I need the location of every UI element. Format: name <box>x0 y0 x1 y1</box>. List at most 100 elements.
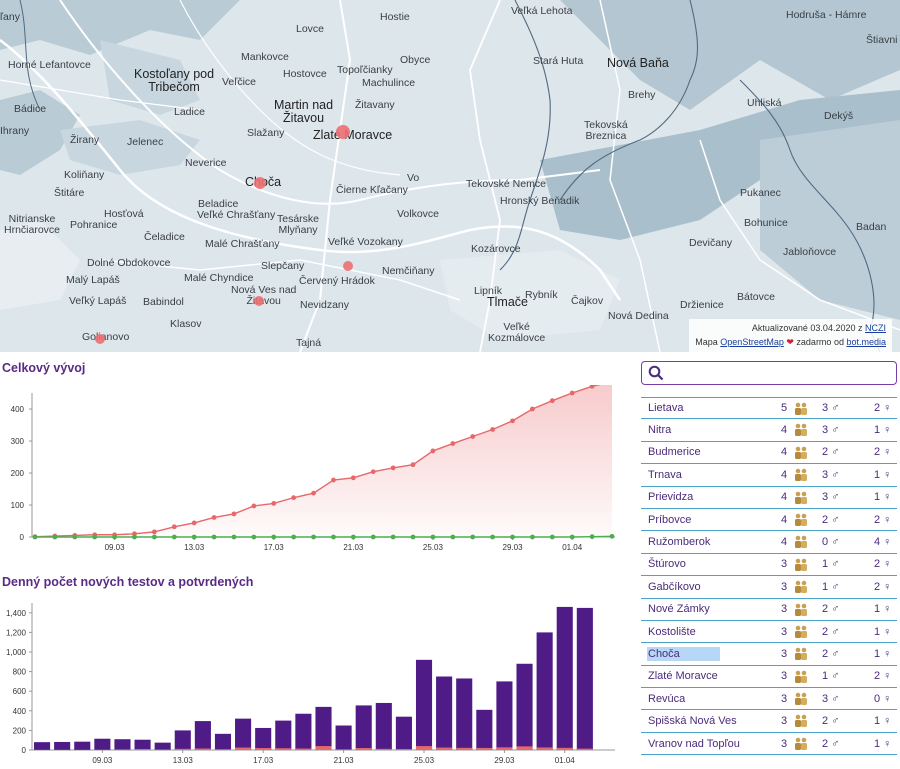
map-place-label: Neverice <box>185 157 227 169</box>
female-count: 2 ♀ <box>874 670 892 683</box>
data-point <box>450 441 456 446</box>
town-name: Vranov nad Topľou <box>648 737 740 750</box>
x-tick-label: 25.03 <box>423 543 444 552</box>
total-count: 3 <box>781 580 788 593</box>
list-item[interactable]: Ružomberok 4 0 ♂ 4 ♀ <box>641 531 897 554</box>
list-item[interactable]: Budmerice 4 2 ♂ 2 ♀ <box>641 442 897 465</box>
x-tick-label: 21.03 <box>343 543 364 552</box>
bot-media-link[interactable]: bot.media <box>846 336 886 347</box>
list-item[interactable]: Trnava 4 3 ♂ 1 ♀ <box>641 464 897 487</box>
map-attribution: Aktualizované 03.04.2020 z NCZI Mapa Ope… <box>689 319 892 352</box>
confirmed-bar <box>556 747 573 750</box>
map-place-label: Slepčany <box>261 260 305 272</box>
list-item[interactable]: Lietava 5 3 ♂ 2 ♀ <box>641 397 897 420</box>
map-place-label: Štitáre <box>54 187 85 199</box>
y-tick-label: 200 <box>11 469 25 478</box>
data-point <box>251 534 257 540</box>
tests-bar <box>54 741 71 750</box>
list-item[interactable]: Choča 3 2 ♂ 1 ♀ <box>641 643 897 666</box>
map-place-label: Dolné Obdokovce <box>87 257 171 269</box>
confirmed-bar <box>174 748 191 750</box>
confirmed-bar <box>496 747 513 750</box>
osm-link[interactable]: OpenStreetMap <box>720 336 784 347</box>
data-point <box>92 534 98 540</box>
list-item[interactable]: Nitra 4 3 ♂ 1 ♀ <box>641 419 897 442</box>
family-icon <box>795 424 807 437</box>
map-place-label: Tekovské Nemce <box>466 178 546 190</box>
y-tick-label: 200 <box>13 726 27 735</box>
y-tick-label: 1,400 <box>6 609 27 618</box>
tests-bar <box>355 705 372 750</box>
list-item[interactable]: Gabčíkovo 3 1 ♂ 2 ♀ <box>641 576 897 599</box>
chart1-title: Celkový vývoj <box>2 361 86 375</box>
nczi-link[interactable]: NCZI <box>865 323 886 333</box>
map-place-label: Kozárovce <box>471 243 521 255</box>
map-place-label: Rybník <box>525 289 558 301</box>
male-count: 2 ♂ <box>822 603 840 616</box>
data-point <box>589 385 595 389</box>
list-item[interactable]: Nové Zámky 3 2 ♂ 1 ♀ <box>641 599 897 621</box>
map-place-label: Stará Huta <box>533 55 584 67</box>
map-place-label: Devičany <box>689 237 733 249</box>
data-point <box>271 534 277 540</box>
data-point <box>151 534 157 540</box>
case-marker[interactable] <box>254 296 264 306</box>
case-marker[interactable] <box>254 177 266 189</box>
map-place-label: Golianovo <box>82 331 130 343</box>
list-item[interactable]: Zlaté Moravce 3 1 ♂ 2 ♀ <box>641 666 897 689</box>
total-count: 3 <box>781 692 788 705</box>
map-place-label: Veľké Kozmálovce <box>488 321 546 345</box>
family-icon <box>795 647 807 661</box>
x-tick-label: 13.03 <box>184 543 205 552</box>
family-icon <box>795 446 807 459</box>
female-count: 2 ♀ <box>874 446 892 459</box>
map-place-label: Malý Lapáš <box>66 274 120 286</box>
case-marker[interactable] <box>343 261 353 271</box>
list-item[interactable]: Štúrovo 3 1 ♂ 2 ♀ <box>641 554 897 577</box>
chart2-title: Denný počet nových testov a potvrdených <box>2 575 254 589</box>
town-list: Lietava 5 3 ♂ 2 ♀ Nitra 4 3 ♂ 1 ♀ Budmerice 4 2 ♂ 2… <box>641 397 897 756</box>
y-tick-label: 400 <box>13 707 27 716</box>
y-tick-label: 100 <box>11 501 25 510</box>
map-place-label: Držienice <box>680 299 724 311</box>
map-place-label: Malé Chyndice <box>184 272 254 284</box>
tests-bar <box>415 659 433 750</box>
total-count: 4 <box>781 513 788 526</box>
tests-bar <box>436 676 453 750</box>
case-marker[interactable] <box>95 334 105 344</box>
data-point <box>430 448 436 454</box>
confirmed-bar <box>335 749 352 750</box>
list-item[interactable]: Prievidza 4 3 ♂ 1 ♀ <box>641 487 897 509</box>
male-count: 2 ♂ <box>822 513 840 526</box>
tests-bar <box>94 738 111 750</box>
search-field[interactable] <box>641 361 897 385</box>
list-item[interactable]: Vranov nad Topľou 3 2 ♂ 1 ♀ <box>641 733 897 756</box>
map[interactable]: ľany Hostie Veľká Lehota Hodruša - Hámre Lov… <box>0 0 900 352</box>
map-place-label: Tajná <box>296 337 322 349</box>
map-place-label: Ladice <box>174 106 205 118</box>
free-label: zadarmo od <box>796 336 844 347</box>
data-point <box>211 534 217 540</box>
confirmed-bar <box>395 749 412 750</box>
data-point <box>430 534 436 540</box>
list-item[interactable]: Príbovce 4 2 ♂ 2 ♀ <box>641 509 897 532</box>
map-place-label: Veľký Lapáš <box>69 295 127 307</box>
total-count: 3 <box>781 625 788 638</box>
map-place-label: Machulince <box>362 77 416 89</box>
list-item[interactable]: Kostolište 3 2 ♂ 1 ♀ <box>641 621 897 644</box>
map-place-label: Štiavni <box>866 34 898 46</box>
map-terrain <box>0 0 900 352</box>
map-place-label: Brehy <box>628 89 656 101</box>
list-item[interactable]: Spišská Nová Ves 3 2 ♂ 1 ♀ <box>641 710 897 733</box>
confirmed-bar <box>114 749 131 750</box>
confirmed-bar <box>436 747 453 750</box>
map-place-label: ľany <box>0 11 20 23</box>
map-place-label: Kostoľany pod Tribečom <box>134 67 215 95</box>
data-point <box>370 534 376 540</box>
case-marker[interactable] <box>336 125 350 139</box>
map-place-label: Tekovská Breznica <box>584 119 628 143</box>
data-point <box>510 534 515 540</box>
list-item[interactable]: Revúca 3 3 ♂ 0 ♀ <box>641 688 897 711</box>
data-point <box>350 475 356 481</box>
map-place-label: Veľká Lehota <box>511 5 573 17</box>
